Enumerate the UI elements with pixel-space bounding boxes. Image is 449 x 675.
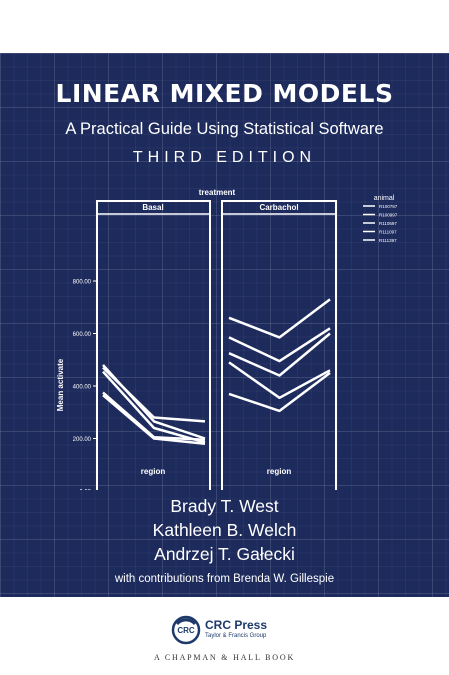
series-line	[102, 366, 206, 423]
y-tick-label: 0.00	[79, 490, 91, 491]
legend-label: R111397	[379, 238, 397, 243]
book-cover: LINEAR MIXED MODELS A Practical Guide Us…	[0, 53, 449, 597]
series-lines-carbachol	[228, 298, 331, 413]
author-name: Kathleen B. Welch	[152, 520, 297, 540]
book-subtitle: A Practical Guide Using Statistical Soft…	[65, 120, 384, 138]
y-tick-label: 600.00	[73, 332, 92, 338]
authors-block: Brady T. West Kathleen B. Welch Andrzej …	[0, 494, 449, 585]
logo-text: CRC	[177, 626, 195, 635]
panel-frame-basal	[96, 200, 211, 490]
series-line	[228, 371, 331, 413]
legend-label: R110597	[379, 221, 397, 226]
series-line	[102, 394, 206, 446]
line-chart: treatment Basal Carbachol 0.00 200.00 400.…	[56, 188, 398, 491]
panel-frame-carbachol	[221, 200, 337, 490]
legend-title: animal	[374, 195, 395, 202]
publisher-group: Taylor & Francis Group	[205, 633, 267, 639]
series-lines-basal	[102, 364, 206, 446]
series-line	[228, 361, 331, 400]
series-line	[228, 298, 331, 339]
imprint-label: A CHAPMAN & HALL BOOK	[153, 653, 296, 662]
legend-label: R100797	[379, 204, 398, 209]
book-title: LINEAR MIXED MODELS	[55, 79, 394, 108]
legend: R100797 R100997 R110597 R111097 R111397	[363, 204, 398, 243]
chart-title: treatment	[199, 188, 236, 197]
legend-label: R111097	[379, 230, 397, 235]
legend-label: R100997	[379, 213, 398, 218]
panel-label-basal: Basal	[142, 203, 163, 212]
contributions-line: with contributions from Brenda W. Gilles…	[114, 573, 335, 585]
panel-label-carbachol: Carbachol	[259, 203, 298, 212]
y-axis: 0.00 200.00 400.00 600.00 800.00	[73, 280, 97, 491]
edition-label: THIRD EDITION	[132, 149, 317, 166]
crc-press-logo-icon: CRC	[171, 615, 201, 645]
series-line	[102, 370, 206, 444]
author-name: Brady T. West	[170, 496, 279, 516]
series-line	[228, 332, 331, 377]
y-tick-label: 800.00	[73, 280, 92, 286]
x-axis-label-carbachol: region	[267, 467, 292, 476]
x-axis-label-basal: region	[141, 467, 166, 476]
series-line	[102, 364, 206, 440]
publisher-name: CRC Press	[205, 618, 268, 632]
publisher-block: CRC CRC Press Taylor & Francis Group A C…	[0, 615, 449, 675]
series-line	[228, 327, 331, 363]
y-axis-label: Mean activate	[56, 358, 65, 411]
y-tick-label: 400.00	[73, 385, 92, 391]
author-name: Andrzej T. Gałecki	[154, 544, 295, 564]
y-tick-label: 200.00	[73, 437, 92, 443]
